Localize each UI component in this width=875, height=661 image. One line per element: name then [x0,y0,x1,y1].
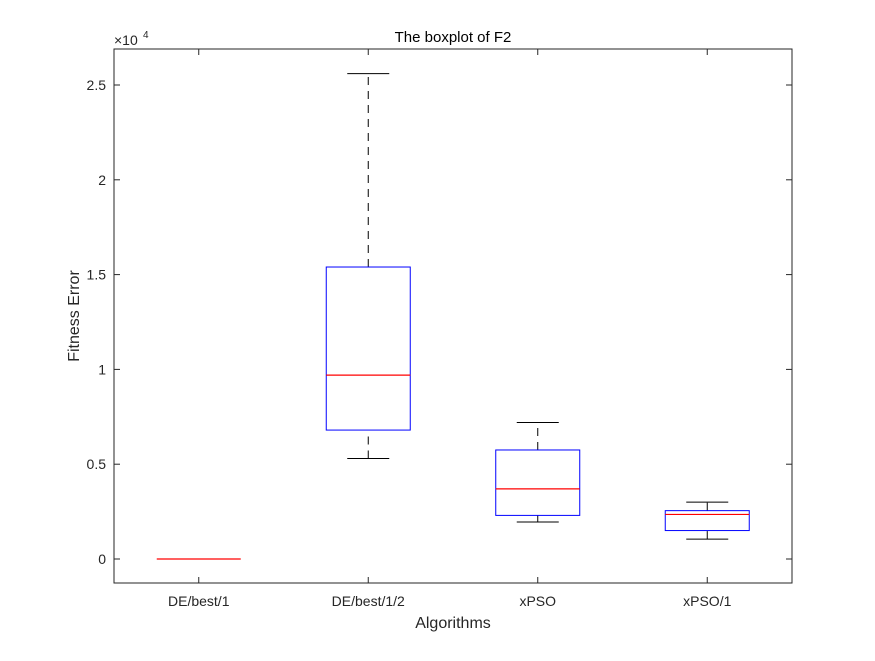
plot-area [114,49,792,583]
y-tick-label: 2.5 [87,77,107,93]
x-axis-label: Algorithms [415,615,491,632]
x-tick-label: xPSO/1 [683,593,731,609]
y-tick-label: 2 [98,172,106,188]
y-exponent-power: 4 [143,30,149,41]
y-tick-label: 0 [98,551,106,567]
y-exponent-base: ×10 [114,32,138,48]
iqr-box [495,449,581,516]
x-tick-label: xPSO [519,593,556,609]
x-tick-label: DE/best/1 [168,593,230,609]
y-tick-label: 0.5 [87,456,107,472]
box-xpso [495,421,581,523]
box-xpso-1 [664,501,750,540]
axes-frame [113,48,793,584]
y-axis-label: Fitness Error [66,270,83,362]
iqr-box [664,510,750,532]
ticks-layer: 0 0.5 1 1.5 2 2.5 DE/best/1 DE/best/1/2 xPSO xPSO… [87,49,792,609]
chart-title: The boxplot of F2 [395,29,512,46]
box-de-best-1-2 [325,73,411,460]
y-exponent-multiplier: ×10 4 [114,30,149,48]
y-tick-label: 1.5 [87,267,107,283]
x-tick-label: DE/best/1/2 [332,593,405,609]
iqr-box [325,266,411,431]
boxes-layer [156,73,750,560]
y-tick-label: 1 [98,361,106,377]
